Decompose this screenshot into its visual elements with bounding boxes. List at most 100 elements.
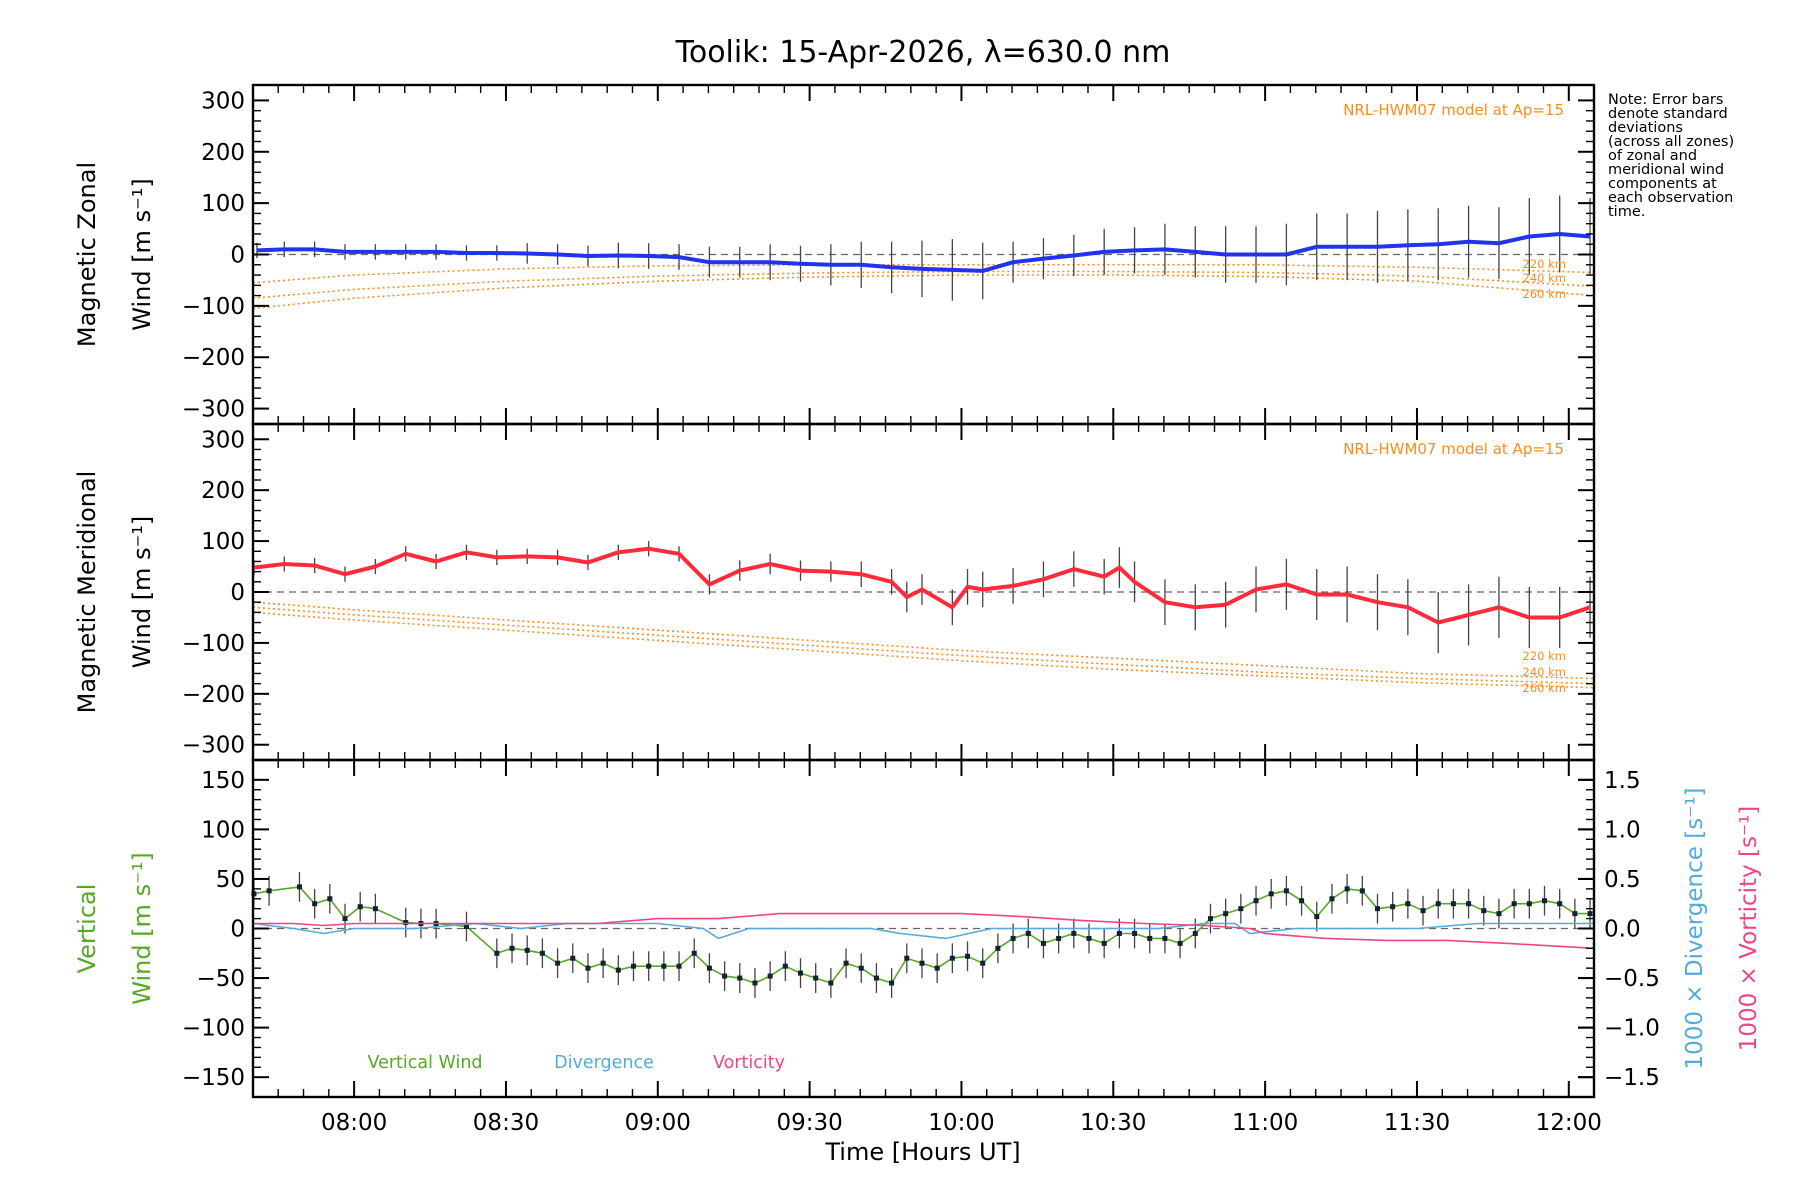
data-point <box>1010 935 1016 941</box>
data-point <box>327 896 333 902</box>
data-point <box>1299 898 1305 904</box>
model-label: NRL-HWM07 model at Ap=15 <box>1343 440 1564 458</box>
model-curve-3 <box>252 611 1595 689</box>
data-point <box>737 975 743 981</box>
data-point <box>1481 908 1487 914</box>
x-tick-label: 10:00 <box>928 1110 994 1136</box>
note-line: components at <box>1608 176 1717 192</box>
x-axis-label: Time [Hours UT] <box>824 1138 1020 1166</box>
y-tick-label: 100 <box>201 529 245 555</box>
data-point <box>539 950 545 956</box>
model-altitude-label: 240 km <box>1523 271 1566 285</box>
data-point <box>585 965 591 971</box>
y-axis-label: Wind [m s⁻¹] <box>128 178 156 330</box>
data-point <box>1056 935 1062 941</box>
model-altitude-label: 220 km <box>1523 649 1566 663</box>
x-tick-label: 10:30 <box>1080 1110 1146 1136</box>
y-right-axis-label-vorticity: 1000 × Vorticity [s⁻¹] <box>1736 806 1762 1052</box>
x-tick-label: 08:30 <box>473 1110 539 1136</box>
note-line: deviations <box>1608 120 1683 136</box>
plot-area: 300 200 100 0 −100 −200 −300 Magnetic Zonal Wind… <box>73 83 1762 1136</box>
data-point <box>752 980 758 986</box>
data-point <box>813 975 819 981</box>
data-point <box>372 906 378 912</box>
y-tick-label: 100 <box>201 817 245 843</box>
data-point <box>1177 940 1183 946</box>
note-line: Note: Error bars <box>1608 92 1723 108</box>
y-axis-label: Wind [m s⁻¹] <box>128 516 156 668</box>
x-tick-label: 12:00 <box>1536 1110 1602 1136</box>
y-right-tick-label: −0.5 <box>1604 966 1660 992</box>
data-point <box>342 916 348 922</box>
data-point <box>873 975 879 981</box>
series-line-divergence <box>252 922 1594 940</box>
x-tick-label: 11:00 <box>1232 1110 1298 1136</box>
model-altitude-label: 260 km <box>1523 681 1566 695</box>
data-point <box>843 960 849 966</box>
model-altitude-label: 220 km <box>1523 257 1566 271</box>
note-line: of zonal and <box>1608 148 1697 164</box>
data-point <box>1344 886 1350 892</box>
data-point <box>1511 901 1517 907</box>
data-point <box>1526 901 1532 907</box>
data-point <box>1207 916 1213 922</box>
y-tick-label: 200 <box>201 140 245 166</box>
data-point <box>266 888 272 894</box>
data-point <box>798 970 804 976</box>
y-tick-label: −150 <box>182 1065 245 1091</box>
y-tick-label: −50 <box>196 966 245 992</box>
data-point <box>357 904 363 910</box>
data-point <box>934 965 940 971</box>
data-point <box>1192 930 1198 936</box>
data-point <box>706 965 712 971</box>
data-point <box>858 965 864 971</box>
y-axis-label: Magnetic Meridional <box>73 471 101 714</box>
chart-title: Toolik: 15-Apr-2026, λ=630.0 nm <box>675 35 1171 70</box>
data-point <box>1268 891 1274 897</box>
data-point <box>1283 888 1289 894</box>
x-tick-label: 09:00 <box>625 1110 691 1136</box>
data-point <box>1071 930 1077 936</box>
series-line-vorticity <box>253 912 1595 950</box>
y-tick-label: 0 <box>230 243 245 269</box>
data-point <box>661 963 667 969</box>
legend-entry: Vorticity <box>713 1053 785 1073</box>
data-point <box>691 950 697 956</box>
legend-entry: Divergence <box>554 1053 654 1073</box>
data-point <box>722 973 728 979</box>
y-right-tick-label: 0.5 <box>1604 867 1641 893</box>
data-point <box>555 960 561 966</box>
data-point <box>646 963 652 969</box>
data-point <box>1374 906 1380 912</box>
data-point <box>615 967 621 973</box>
y-tick-label: 300 <box>201 427 245 453</box>
legend-entry: Vertical Wind <box>367 1053 482 1073</box>
data-point <box>1147 935 1153 941</box>
data-point <box>1542 898 1548 904</box>
data-point <box>524 947 530 953</box>
model-altitude-label: 240 km <box>1523 665 1566 679</box>
model-curve-2 <box>252 606 1595 685</box>
data-point <box>600 960 606 966</box>
data-point <box>965 953 971 959</box>
model-curve-1 <box>252 601 1595 680</box>
note-line: time. <box>1608 204 1645 220</box>
data-point <box>904 955 910 961</box>
y-tick-label: −100 <box>182 1016 245 1042</box>
y-right-tick-label: −1.5 <box>1604 1065 1660 1091</box>
data-point <box>1162 935 1168 941</box>
data-point <box>1466 901 1472 907</box>
y-tick-label: −300 <box>182 733 245 759</box>
y-right-tick-label: 0.0 <box>1604 917 1641 943</box>
data-point <box>767 973 773 979</box>
y-tick-label: 0 <box>230 580 245 606</box>
y-tick-label: −300 <box>182 397 245 423</box>
panel-vertical: 150 100 50 0 −50 −100 −150 Vertical Wind [m s⁻¹]… <box>73 758 1762 1099</box>
note-text: Note: Error bars denote standard deviati… <box>1608 92 1734 220</box>
data-point <box>828 980 834 986</box>
y-tick-label: 200 <box>201 478 245 504</box>
data-point <box>1572 911 1578 917</box>
data-point <box>630 963 636 969</box>
data-point <box>1390 904 1396 910</box>
